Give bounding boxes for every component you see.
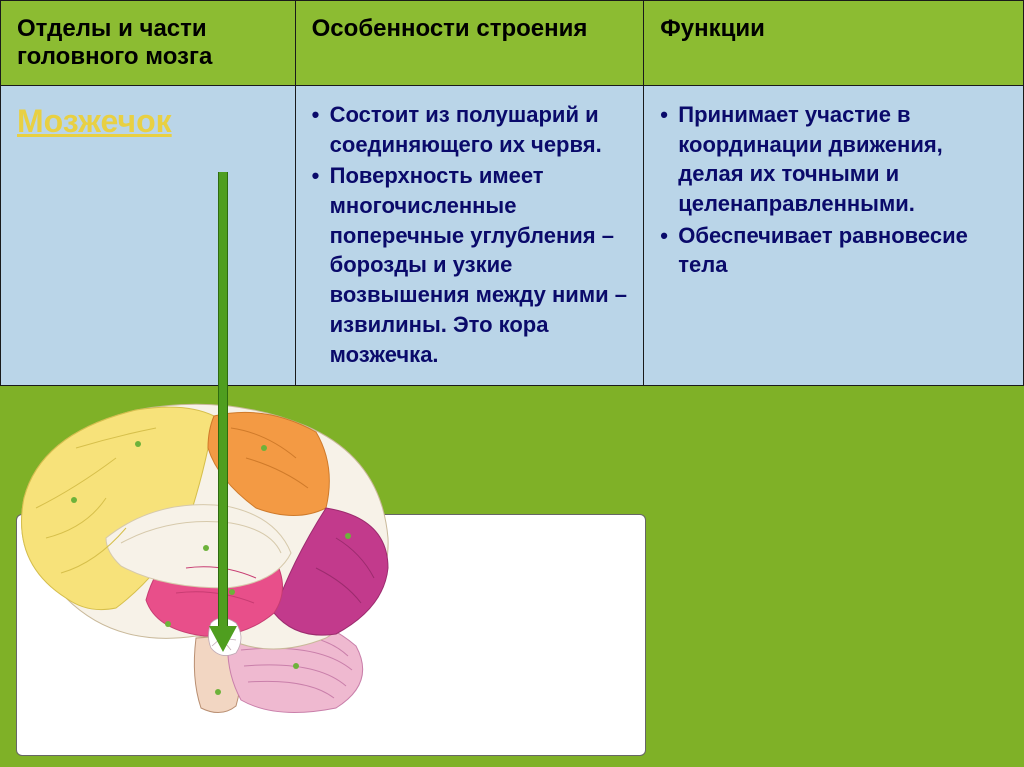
header-col3: Функции: [644, 1, 1024, 86]
header-col2: Особенности строения: [295, 1, 644, 86]
list-item: Обеспечивает равновесие тела: [660, 221, 1007, 280]
arrow-head-icon: [209, 626, 237, 652]
table-area: Отделы и части головного мозга Особеннос…: [0, 0, 1024, 386]
table-row: Мозжечок Состоит из полушарий и соединяю…: [1, 86, 1024, 386]
list-item: Состоит из полушарий и соединяющего их ч…: [312, 100, 628, 159]
structure-cell: Состоит из полушарий и соединяющего их ч…: [295, 86, 644, 386]
slide: Отделы и части головного мозга Особеннос…: [0, 0, 1024, 767]
brain-table: Отделы и части головного мозга Особеннос…: [0, 0, 1024, 386]
functions-list: Принимает участие в координации движения…: [660, 100, 1007, 280]
structure-list: Состоит из полушарий и соединяющего их ч…: [312, 100, 628, 369]
header-col1: Отделы и части головного мозга: [1, 1, 296, 86]
list-item: Поверхность имеет многочисленные попереч…: [312, 161, 628, 369]
brain-diagram: [0, 388, 416, 728]
functions-cell: Принимает участие в координации движения…: [644, 86, 1024, 386]
pointer-arrow: [216, 172, 230, 652]
arrow-shaft: [218, 172, 228, 626]
list-item: Принимает участие в координации движения…: [660, 100, 1007, 219]
section-name-cell: Мозжечок: [1, 86, 296, 386]
section-name: Мозжечок: [17, 103, 172, 139]
